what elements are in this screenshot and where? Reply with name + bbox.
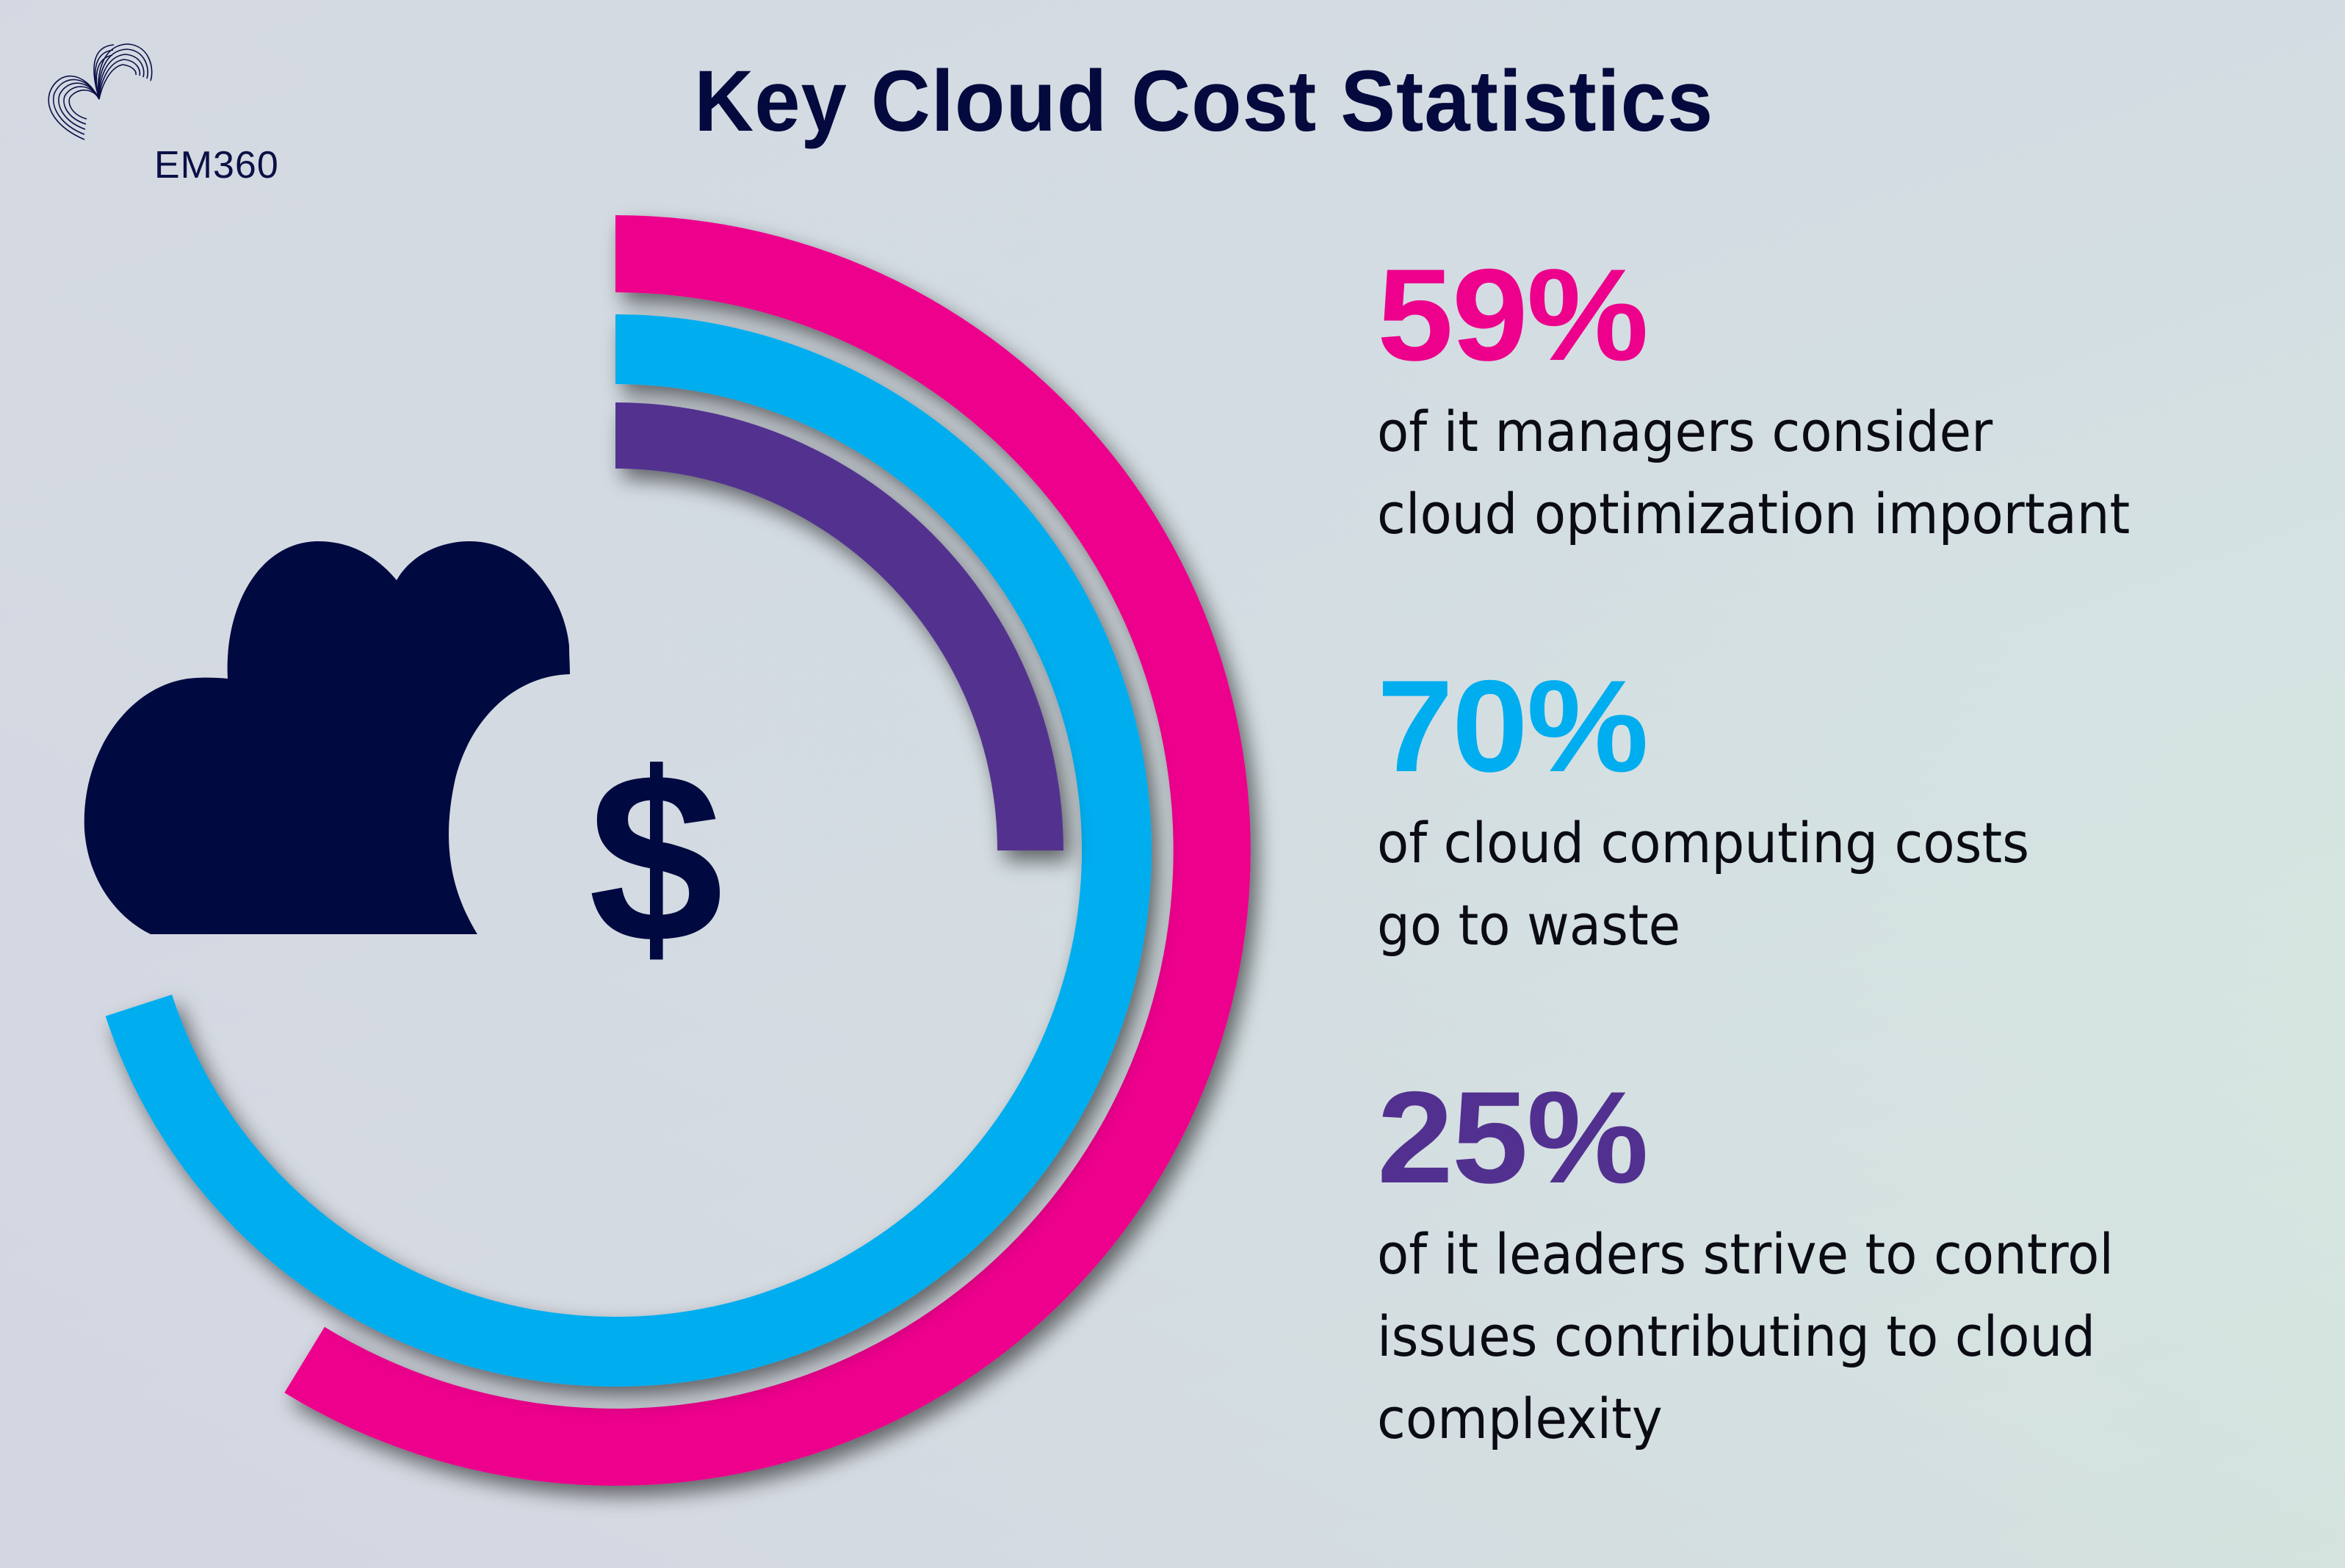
em360-logo: EM360 — [44, 40, 278, 187]
stat-value: 59% — [1377, 242, 1649, 388]
stat-description: of it managers consider cloud optimizati… — [1377, 399, 2131, 546]
radial-bar-chart: $ — [84, 215, 1251, 1486]
dollar-sign-icon: $ — [588, 722, 723, 993]
stat-block-70: 70% of cloud computing costs go to waste — [1377, 661, 2078, 967]
stat-description: of it leaders strive to control issues c… — [1377, 1221, 2114, 1451]
arc-59-percent — [284, 215, 1251, 1486]
stat-value: 25% — [1377, 1064, 1649, 1210]
stat-block-25: 25% of it leaders strive to control issu… — [1377, 1072, 2169, 1460]
stat-value: 70% — [1377, 653, 1649, 799]
logo-swirl-icon — [48, 43, 153, 140]
arc-25-percent — [615, 402, 1063, 850]
stat-description: of cloud computing costs go to waste — [1377, 810, 2030, 958]
stat-block-59: 59% of it managers consider cloud optimi… — [1377, 250, 2186, 555]
logo-text: EM360 — [154, 144, 279, 187]
cloud-dollar-icon: $ — [84, 541, 723, 993]
page-title: Key Cloud Cost Statistics — [694, 53, 1714, 150]
